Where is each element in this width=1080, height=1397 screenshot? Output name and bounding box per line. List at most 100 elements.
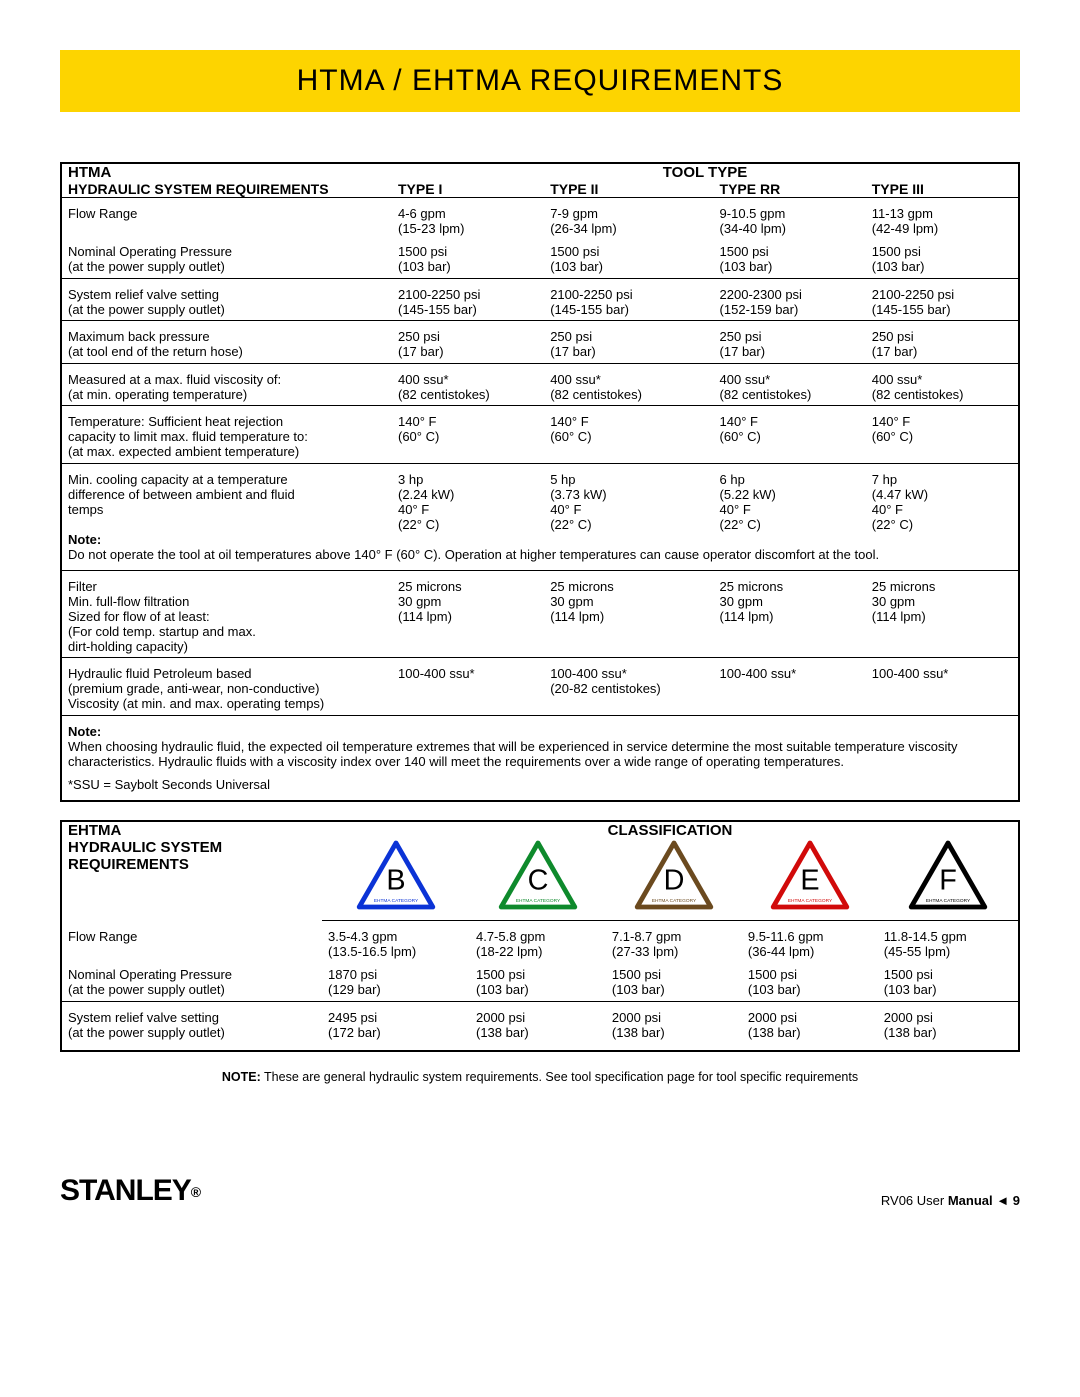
svg-text:C: C — [528, 864, 549, 896]
table-cell: 25 microns30 gpm(114 lpm) — [392, 570, 544, 654]
table-cell: 5 hp(3.73 kW)40° F(22° C) — [544, 463, 713, 532]
table-cell: 25 microns30 gpm(114 lpm) — [714, 570, 866, 654]
col-typerr: TYPE RR — [714, 181, 866, 198]
table-cell: 2000 psi(138 bar) — [742, 1001, 878, 1040]
page-footer: STANLEY® RV06 User Manual ◄ 9 — [60, 1174, 1020, 1208]
table-cell: 400 ssu*(82 centistokes) — [392, 363, 544, 402]
svg-text:B: B — [386, 864, 405, 896]
col-type2: TYPE II — [544, 181, 713, 198]
col-type1: TYPE I — [392, 181, 544, 198]
svg-text:E: E — [800, 864, 819, 896]
classification-label: CLASSIFICATION — [322, 822, 1018, 839]
table-cell: 9-10.5 gpm(34-40 lpm) — [714, 198, 866, 237]
table-cell: 7-9 gpm(26-34 lpm) — [544, 198, 713, 237]
ehtma-table: EHTMA CLASSIFICATION HYDRAULIC SYSTEM RE… — [62, 822, 1018, 1050]
table-cell: 25 microns30 gpm(114 lpm) — [544, 570, 713, 654]
htma-note2: Note: When choosing hydraulic fluid, the… — [62, 715, 1018, 769]
table-cell: 3 hp(2.24 kW)40° F(22° C) — [392, 463, 544, 532]
table-cell: 1500 psi(103 bar) — [866, 236, 1018, 274]
htma-note1: Note: Do not operate the tool at oil tem… — [62, 532, 1018, 571]
htma-title: HTMA — [62, 164, 392, 181]
table-cell: 250 psi(17 bar) — [544, 321, 713, 360]
table-cell: 11.8-14.5 gpm(45-55 lpm) — [878, 921, 1018, 960]
table-cell: 2495 psi(172 bar) — [322, 1001, 470, 1040]
table-cell: 400 ssu*(82 centistokes) — [544, 363, 713, 402]
row-label: Flow Range — [62, 921, 322, 960]
ehtma-title: EHTMA — [62, 822, 322, 839]
table-cell: 140° F(60° C) — [866, 406, 1018, 460]
table-cell: 6 hp(5.22 kW)40° F(22° C) — [714, 463, 866, 532]
table-cell: 4.7-5.8 gpm(18-22 lpm) — [470, 921, 606, 960]
banner-title: HTMA / EHTMA REQUIREMENTS — [60, 64, 1020, 98]
table-cell: 250 psi(17 bar) — [714, 321, 866, 360]
classification-triangle-c: C EHTMA CATEGORY — [470, 839, 606, 920]
col-type3: TYPE III — [866, 181, 1018, 198]
table-cell: 140° F(60° C) — [392, 406, 544, 460]
classification-triangle-d: D EHTMA CATEGORY — [606, 839, 742, 920]
table-cell: 25 microns30 gpm(114 lpm) — [866, 570, 1018, 654]
table-cell: 1500 psi(103 bar) — [742, 959, 878, 997]
table-row: Flow Range4-6 gpm(15-23 lpm)7-9 gpm(26-3… — [62, 198, 1018, 237]
tool-type-label: TOOL TYPE — [392, 164, 1018, 181]
filter-row: FilterMin. full-flow filtrationSized for… — [62, 570, 1018, 654]
svg-text:EHTMA CATEGORY: EHTMA CATEGORY — [374, 898, 419, 904]
ehtma-box: EHTMA CLASSIFICATION HYDRAULIC SYSTEM RE… — [60, 820, 1020, 1052]
classification-triangle-f: F EHTMA CATEGORY — [878, 839, 1018, 920]
fluid-row: Hydraulic fluid Petroleum based(premium … — [62, 658, 1018, 712]
svg-text:F: F — [939, 864, 957, 896]
htma-table: HTMA TOOL TYPE HYDRAULIC SYSTEM REQUIREM… — [62, 164, 1018, 800]
classification-triangle-e: E EHTMA CATEGORY — [742, 839, 878, 920]
table-cell: 1500 psi(103 bar) — [392, 236, 544, 274]
svg-text:EHTMA CATEGORY: EHTMA CATEGORY — [652, 898, 697, 904]
svg-text:EHTMA CATEGORY: EHTMA CATEGORY — [516, 898, 561, 904]
table-row: Temperature: Sufficient heat rejectionca… — [62, 406, 1018, 460]
table-cell: 1500 psi(103 bar) — [878, 959, 1018, 997]
table-cell: 2000 psi(138 bar) — [606, 1001, 742, 1040]
table-cell: 400 ssu*(82 centistokes) — [714, 363, 866, 402]
table-cell: 100-400 ssu* — [714, 658, 866, 712]
table-cell: 100-400 ssu* — [866, 658, 1018, 712]
filter-label: FilterMin. full-flow filtrationSized for… — [62, 570, 392, 654]
table-cell: 1500 psi(103 bar) — [544, 236, 713, 274]
table-cell: 100-400 ssu* — [392, 658, 544, 712]
table-cell: 250 psi(17 bar) — [866, 321, 1018, 360]
row-label: Min. cooling capacity at a temperaturedi… — [62, 463, 392, 532]
table-cell: 250 psi(17 bar) — [392, 321, 544, 360]
table-cell: 7.1-8.7 gpm(27-33 lpm) — [606, 921, 742, 960]
htma-box: HTMA TOOL TYPE HYDRAULIC SYSTEM REQUIREM… — [60, 162, 1020, 802]
svg-text:EHTMA CATEGORY: EHTMA CATEGORY — [788, 898, 833, 904]
svg-text:EHTMA CATEGORY: EHTMA CATEGORY — [926, 898, 971, 904]
table-cell: 1500 psi(103 bar) — [714, 236, 866, 274]
row-label: Maximum back pressure(at tool end of the… — [62, 321, 392, 360]
footer-note: NOTE: These are general hydraulic system… — [60, 1070, 1020, 1084]
table-cell: 7 hp(4.47 kW)40° F(22° C) — [866, 463, 1018, 532]
row-label: Temperature: Sufficient heat rejectionca… — [62, 406, 392, 460]
table-cell: 9.5-11.6 gpm(36-44 lpm) — [742, 921, 878, 960]
row-label: System relief valve setting(at the power… — [62, 1001, 322, 1040]
table-cell: 2000 psi(138 bar) — [470, 1001, 606, 1040]
page-banner: HTMA / EHTMA REQUIREMENTS — [60, 50, 1020, 112]
table-cell: 140° F(60° C) — [714, 406, 866, 460]
table-cell: 1500 psi(103 bar) — [470, 959, 606, 997]
table-cell: 1500 psi(103 bar) — [606, 959, 742, 997]
fluid-label: Hydraulic fluid Petroleum based(premium … — [62, 658, 392, 712]
ehtma-sub1: HYDRAULIC SYSTEM — [68, 839, 222, 856]
table-cell: 2100-2250 psi(145-155 bar) — [544, 278, 713, 317]
row-label: Flow Range — [62, 198, 392, 237]
table-row: System relief valve setting(at the power… — [62, 1001, 1018, 1040]
row-label: Nominal Operating Pressure(at the power … — [62, 959, 322, 997]
table-row: Flow Range3.5-4.3 gpm(13.5-16.5 lpm)4.7-… — [62, 921, 1018, 960]
table-row: Nominal Operating Pressure(at the power … — [62, 236, 1018, 274]
table-cell: 11-13 gpm(42-49 lpm) — [866, 198, 1018, 237]
table-cell: 2100-2250 psi(145-155 bar) — [866, 278, 1018, 317]
classification-triangle-b: B EHTMA CATEGORY — [322, 839, 470, 920]
table-cell: 1870 psi(129 bar) — [322, 959, 470, 997]
table-cell: 2200-2300 psi(152-159 bar) — [714, 278, 866, 317]
page-number: RV06 User Manual ◄ 9 — [881, 1193, 1020, 1208]
htma-subtitle: HYDRAULIC SYSTEM REQUIREMENTS — [62, 181, 392, 198]
table-cell: 2000 psi(138 bar) — [878, 1001, 1018, 1040]
table-cell: 3.5-4.3 gpm(13.5-16.5 lpm) — [322, 921, 470, 960]
table-row: Min. cooling capacity at a temperaturedi… — [62, 463, 1018, 532]
brand-logo: STANLEY® — [60, 1174, 200, 1208]
table-cell: 2100-2250 psi(145-155 bar) — [392, 278, 544, 317]
